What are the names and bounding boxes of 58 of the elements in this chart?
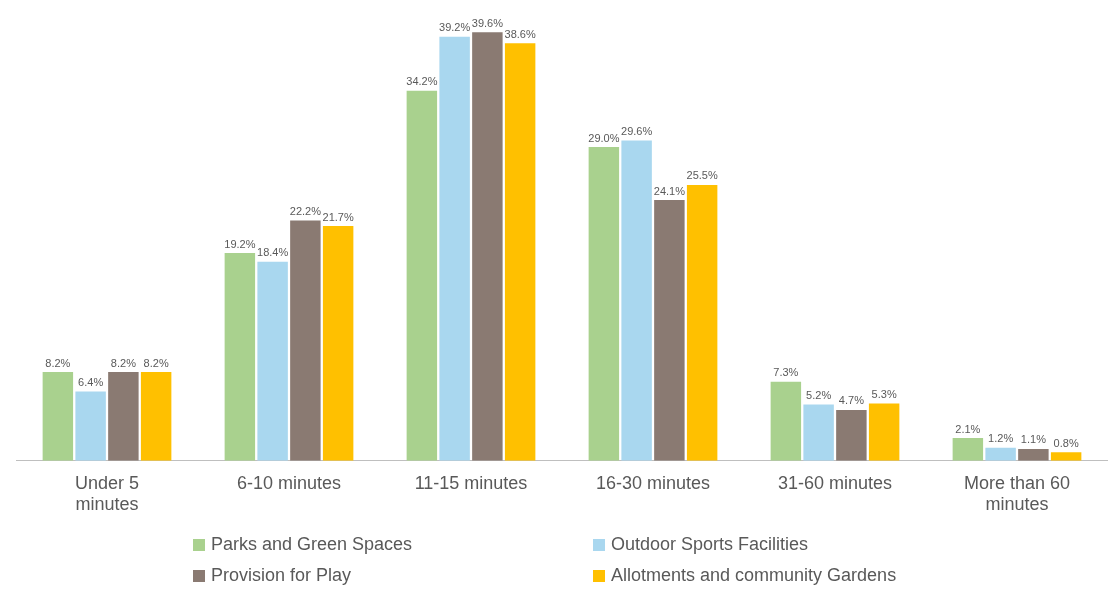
data-label: 7.3%	[773, 366, 799, 379]
x-tick-label: 31-60 minutes	[777, 472, 893, 493]
bar	[985, 447, 1016, 461]
x-tick-label: More than 60 minutes	[963, 472, 1071, 515]
data-label: 1.2%	[988, 432, 1014, 445]
bar	[140, 372, 172, 461]
x-tick-label: 16-30 minutes	[595, 472, 711, 493]
bar	[836, 409, 867, 461]
data-label: 39.2%	[439, 21, 471, 34]
x-tick-label: Under 5 minutes	[74, 472, 140, 515]
bar	[1018, 448, 1049, 461]
bar	[686, 184, 718, 461]
data-label: 19.2%	[224, 237, 256, 250]
data-label: 5.2%	[806, 389, 832, 402]
data-label: 8.2%	[45, 356, 71, 369]
bar	[322, 226, 354, 461]
legend-label: Outdoor Sports Facilities	[611, 534, 809, 555]
bar	[257, 261, 288, 461]
bar	[406, 90, 438, 461]
x-tick-label: 6-10 minutes	[236, 472, 342, 493]
data-label: 38.6%	[504, 27, 536, 40]
data-label: 25.5%	[686, 169, 718, 182]
x-tick-label: 11-15 minutes	[414, 472, 528, 493]
bar	[952, 438, 984, 461]
data-label: 0.8%	[1053, 436, 1079, 449]
data-label: 24.1%	[653, 184, 686, 197]
bar	[654, 200, 685, 461]
bar	[42, 372, 74, 461]
data-label: 18.4%	[257, 246, 289, 259]
data-label: 6.4%	[78, 376, 104, 389]
bar	[75, 391, 106, 461]
data-label: 39.6%	[471, 16, 504, 29]
data-label: 1.1%	[1020, 433, 1047, 446]
bar	[290, 220, 321, 461]
bar	[439, 36, 470, 461]
bar	[621, 140, 652, 461]
bar	[472, 32, 503, 461]
bar	[108, 372, 139, 461]
legend-label: Allotments and community Gardens	[611, 565, 897, 586]
bar	[803, 404, 834, 461]
bar	[1050, 452, 1082, 461]
data-label: 22.2%	[289, 205, 322, 218]
data-label: 8.2%	[110, 356, 137, 369]
data-label: 29.6%	[621, 125, 653, 138]
data-label: 34.2%	[406, 75, 438, 88]
bar	[504, 43, 536, 461]
bar	[868, 403, 900, 461]
bar	[770, 381, 802, 461]
data-label: 5.3%	[871, 387, 897, 400]
data-label: 21.7%	[322, 210, 354, 223]
legend-label: Provision for Play	[211, 565, 352, 586]
data-label: 2.1%	[955, 422, 981, 435]
bar	[588, 147, 620, 461]
data-label: 8.2%	[143, 356, 169, 369]
legend-label: Parks and Green Spaces	[211, 534, 413, 555]
data-label: 29.0%	[588, 131, 620, 144]
bar	[224, 253, 256, 461]
data-label: 4.7%	[838, 394, 865, 407]
